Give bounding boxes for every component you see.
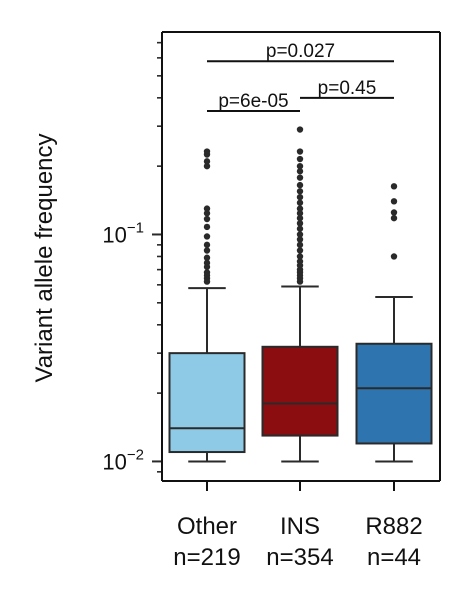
x-tick-label: R882 (365, 513, 422, 540)
p-value-label: p=6e-05 (218, 91, 288, 112)
outlier-point (296, 236, 304, 243)
x-tick-count-label: n=44 (367, 544, 421, 571)
outlier-point (203, 233, 211, 240)
outlier-point (203, 158, 211, 165)
outlier-point (296, 155, 304, 163)
outlier-point (296, 199, 304, 206)
outlier-point (296, 247, 304, 254)
outlier-point (390, 209, 398, 216)
outlier-point (296, 162, 304, 170)
y-axis-label: Variant allele frequency (31, 133, 58, 382)
p-value-label: p=0.45 (318, 78, 377, 99)
outlier-point (296, 148, 304, 155)
outlier-point (203, 269, 211, 276)
p-value-label: p=0.027 (266, 41, 335, 62)
outlier-point (296, 225, 304, 232)
outlier-point (203, 254, 211, 261)
outlier-point (296, 253, 304, 260)
outlier-point (296, 168, 304, 175)
outlier-point (296, 241, 304, 249)
box-other (168, 352, 246, 454)
outlier-point (296, 181, 304, 189)
outlier-point (203, 259, 211, 267)
plot-area: 10−1 10−2 Other n=219 INS n=354 R882 n=44 p=6e-0… (102, 31, 441, 571)
outlier-point (296, 231, 304, 238)
outlier-point (203, 223, 211, 231)
y-tick-label: 10−1 (102, 219, 144, 247)
outlier-point (296, 258, 304, 265)
outlier-point (296, 174, 304, 181)
outlier-point (296, 210, 304, 217)
outlier-point (390, 214, 398, 222)
y-tick-label: 10−2 (102, 446, 144, 474)
box-ins (261, 345, 339, 437)
x-tick-label: Other (177, 513, 237, 540)
outlier-point (296, 188, 304, 195)
outlier-point (203, 215, 211, 223)
outlier-point (203, 241, 211, 249)
outlier-point (203, 247, 211, 254)
x-tick-count-label: n=354 (266, 544, 333, 571)
box-r882 (355, 342, 433, 445)
outlier-point (390, 253, 398, 260)
outlier-point (296, 126, 304, 133)
outlier-point (296, 220, 304, 227)
outlier-point (203, 205, 211, 212)
outlier-point (203, 148, 211, 155)
x-tick-count-label: n=219 (173, 544, 240, 571)
outlier-point (296, 214, 304, 222)
outlier-point (296, 205, 304, 212)
x-tick-label: INS (280, 513, 320, 540)
outlier-point (296, 193, 304, 201)
outlier-point (390, 183, 398, 190)
outlier-point (203, 210, 211, 217)
outlier-point (203, 162, 211, 170)
outlier-point (390, 198, 398, 205)
